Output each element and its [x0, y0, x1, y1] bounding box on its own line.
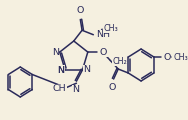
Text: O: O — [100, 48, 107, 57]
Text: CH₃: CH₃ — [103, 24, 118, 33]
Text: O: O — [109, 83, 116, 92]
Text: CH: CH — [52, 84, 66, 93]
Text: O: O — [163, 53, 171, 61]
Text: NH: NH — [96, 30, 110, 39]
Text: N: N — [57, 66, 64, 75]
Text: CH₃: CH₃ — [173, 53, 188, 61]
Text: N: N — [83, 65, 90, 74]
Text: N: N — [57, 66, 64, 75]
Text: N: N — [52, 48, 59, 57]
Text: CH₂: CH₂ — [112, 57, 127, 66]
Text: N: N — [72, 85, 79, 94]
Text: O: O — [77, 6, 84, 15]
